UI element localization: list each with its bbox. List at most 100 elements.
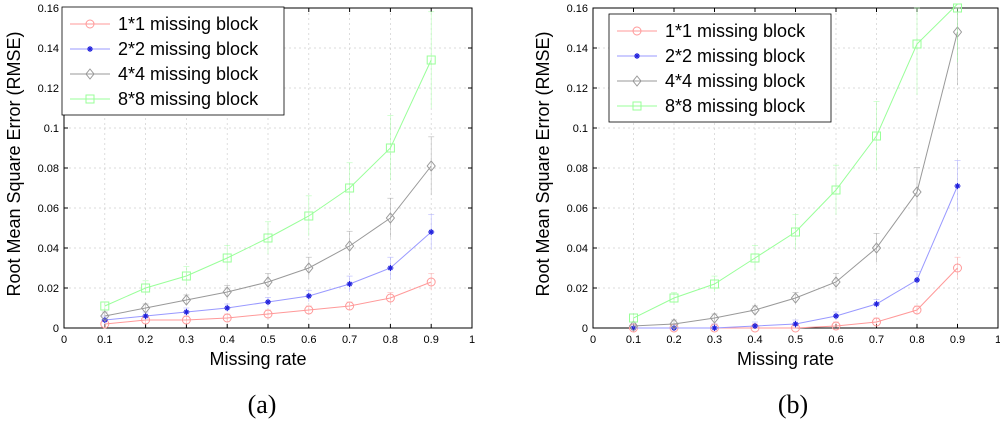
legend-entry: 1*1 missing block: [118, 14, 259, 34]
data-point: [263, 233, 273, 243]
x-tick-label: 0.7: [342, 334, 357, 346]
x-tick-label: 0.3: [707, 334, 722, 346]
legend-entry: 2*2 missing block: [118, 39, 259, 59]
legend-entry: 8*8 missing block: [665, 96, 806, 116]
data-point: [872, 131, 881, 141]
series-line: [104, 165, 432, 317]
data-point: [831, 276, 841, 288]
legend-marker: [634, 53, 640, 59]
data-point: [100, 310, 110, 322]
x-tick-label: 0: [61, 334, 67, 346]
y-tick-label: 0.12: [38, 83, 59, 95]
y-tick-label: 0.1: [573, 123, 588, 135]
legend-entry: 2*2 missing block: [665, 46, 806, 66]
x-tick-label: 0.8: [383, 334, 398, 346]
data-point: [222, 253, 232, 263]
data-point: [428, 229, 435, 235]
y-axis-label: Root Mean Square Error (RMSE): [4, 31, 24, 296]
legend-marker: [85, 94, 95, 104]
data-point: [345, 301, 355, 311]
data-point: [304, 262, 314, 274]
data-point: [831, 321, 841, 331]
data-point: [385, 143, 395, 153]
legend-entry: 4*4 missing block: [665, 71, 806, 91]
data-point: [873, 301, 880, 307]
data-point: [790, 292, 801, 304]
data-point: [426, 277, 436, 287]
data-point: [304, 305, 314, 315]
data-point: [385, 293, 395, 303]
data-point: [426, 55, 436, 65]
x-tick-label: 1: [995, 334, 1000, 346]
y-tick-label: 0.1: [44, 123, 59, 135]
legend: 1*1 missing block 2*2 missing block 4*4 mi…: [608, 13, 832, 123]
x-axis-label: Missing rate: [737, 349, 834, 369]
legend-marker: [85, 19, 95, 29]
y-axis-label: Root Mean Square Error (RMSE): [533, 31, 553, 296]
data-point: [305, 293, 312, 299]
data-point: [750, 253, 760, 263]
legend-entry: 4*4 missing block: [118, 64, 259, 84]
data-point: [344, 240, 355, 252]
data-point: [669, 293, 679, 303]
data-point: [141, 283, 151, 293]
y-tick-label: 0.08: [567, 163, 588, 175]
data-point: [183, 309, 190, 315]
x-tick-label: 0.2: [666, 334, 681, 346]
series-4: [100, 11, 436, 311]
x-tick-label: 0.8: [909, 334, 924, 346]
x-tick-label: 0.7: [869, 334, 884, 346]
data-point: [953, 263, 962, 273]
x-tick-label: 0.3: [179, 334, 194, 346]
legend-marker: [632, 101, 642, 111]
data-point: [953, 3, 962, 13]
data-point: [263, 309, 273, 319]
y-tick-label: 0: [582, 323, 588, 335]
y-tick-label: 0.16: [567, 3, 588, 15]
chart-panel-a: 0 0.1 0.2 0.3 0.4 0.5 0.6 0.7 0.8 0.9 1 0 0.02 0.04 0.…: [4, 3, 475, 419]
legend-entry: 8*8 missing block: [118, 89, 259, 109]
x-tick-label: 0.5: [260, 334, 275, 346]
data-point: [872, 317, 881, 327]
x-tick-label: 0.5: [788, 334, 803, 346]
data-point: [140, 302, 151, 314]
data-point: [669, 318, 679, 330]
data-point: [346, 281, 353, 287]
x-tick-label: 0.1: [626, 334, 641, 346]
panel-caption: (b): [778, 390, 808, 419]
x-axis-label: Missing rate: [209, 349, 306, 369]
legend: 1*1 missing block 2*2 missing block 4*4 mi…: [61, 6, 285, 116]
y-tick-label: 0.06: [567, 203, 588, 215]
data-point: [833, 313, 839, 319]
series-line: [633, 31, 958, 327]
y-tick-label: 0.14: [567, 43, 588, 55]
data-point: [222, 313, 232, 323]
data-point: [265, 299, 271, 305]
data-point: [222, 286, 232, 298]
data-point: [304, 211, 314, 221]
data-point: [912, 39, 922, 49]
x-tick-label: 0.6: [301, 334, 316, 346]
data-point: [792, 321, 799, 327]
panel-caption: (a): [248, 390, 277, 419]
data-point: [954, 183, 961, 189]
x-tick-label: 0.4: [747, 334, 762, 346]
data-point: [181, 271, 191, 281]
data-point: [750, 304, 760, 316]
data-point: [752, 323, 758, 329]
data-point: [385, 212, 396, 224]
series-3: [100, 136, 436, 322]
data-point: [142, 313, 149, 319]
data-point: [224, 305, 231, 311]
data-point: [387, 265, 394, 271]
series-line: [104, 281, 432, 325]
y-tick-label: 0.16: [38, 3, 59, 15]
x-tick-label: 1: [469, 334, 475, 346]
y-tick-label: 0: [53, 323, 59, 335]
legend-box: [61, 6, 285, 116]
legend-marker: [632, 26, 642, 36]
y-tick-label: 0.06: [38, 203, 59, 215]
y-tick-label: 0.02: [38, 283, 59, 295]
data-point: [831, 185, 841, 195]
